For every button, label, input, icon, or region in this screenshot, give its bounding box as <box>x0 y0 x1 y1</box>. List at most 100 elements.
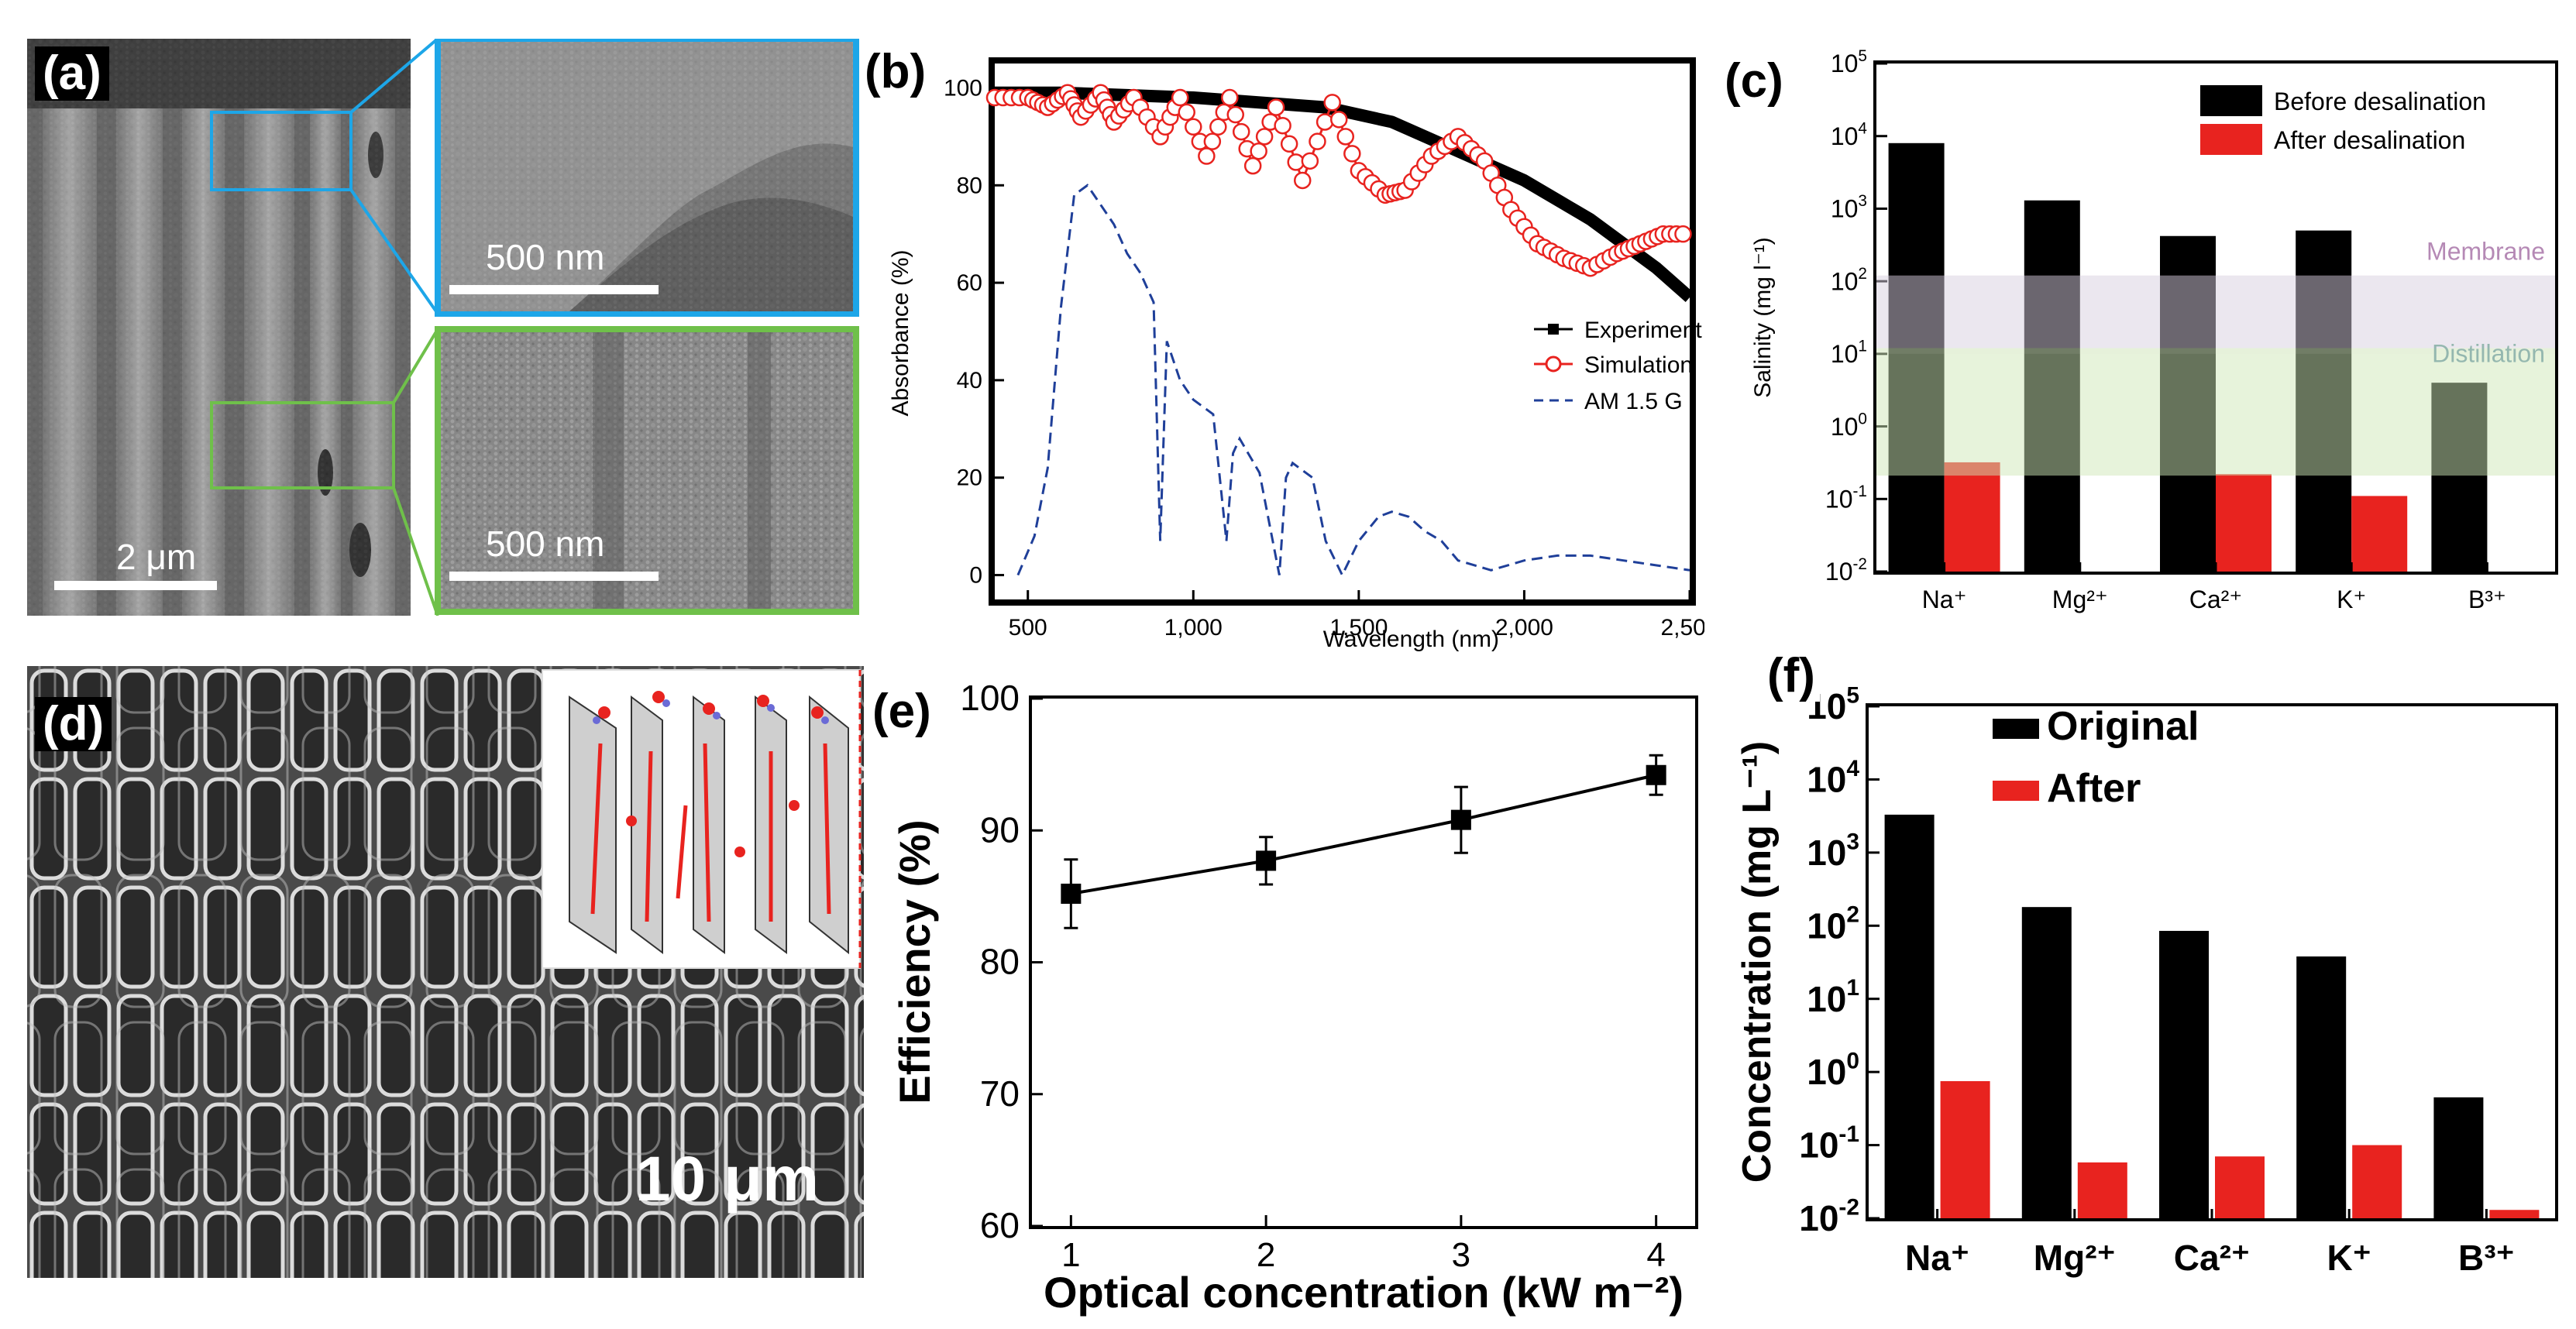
chart-b-ytick-label: 0 <box>969 563 982 589</box>
series-am15g <box>1016 184 1690 578</box>
chart-f-bar-series2 <box>1940 1080 1990 1218</box>
chart-b-ytick-label: 100 <box>944 75 982 101</box>
scale-bar-inset2 <box>449 572 659 581</box>
chart-e-ytick-label: 80 <box>980 942 1020 982</box>
band-distillation-label: Distillation <box>2432 339 2545 367</box>
inset-graphene-sheets <box>569 695 849 955</box>
band-membrane <box>1876 275 2555 354</box>
chart-c-ytick-label: 104 <box>1831 120 1867 150</box>
simulation-point <box>1267 98 1285 116</box>
chart-e-ytick-label: 60 <box>980 1205 1020 1245</box>
chart-f-ylabel: Concentration (mg L⁻¹) <box>1735 741 1780 1183</box>
panel-b: Wavelength (nm) Absorbance (%) 500 1,000 1… <box>860 39 1719 658</box>
chart-c-ytick-exp: 2 <box>1858 265 1867 283</box>
panel-a-graphic: 2 μm 500 nm 500 nm <box>27 36 859 616</box>
chart-c-ytick-exp: 5 <box>1858 47 1867 65</box>
simulation-point <box>1250 142 1267 160</box>
chart-f-ytick-exp: 3 <box>1846 829 1859 854</box>
chart-f-bar-series2 <box>2489 1210 2540 1218</box>
chart-c-category-label: Mg²⁺ <box>2052 586 2108 613</box>
chart-c-ytick-exp: -1 <box>1853 482 1868 500</box>
legend-after-f-swatch <box>1993 781 2039 801</box>
chart-f-ytick-label: 104 <box>1807 756 1859 800</box>
chart-b-ylabel: Absorbance (%) <box>888 249 913 416</box>
chart-f-ytick-base: 10 <box>1807 979 1846 1019</box>
chart-f-ytick-label: 10-1 <box>1799 1121 1859 1166</box>
efficiency-point <box>1061 883 1082 904</box>
chart-f-ytick-label: 102 <box>1807 902 1859 946</box>
chart-f-category-label: K⁺ <box>2327 1238 2371 1278</box>
chart-f-ytick-exp: 4 <box>1846 756 1859 781</box>
chart-f-ytick-label: 10-2 <box>1799 1194 1859 1238</box>
chart-b-ytick-label: 80 <box>957 173 982 198</box>
chart-f-ytick-exp: 0 <box>1846 1049 1859 1074</box>
chart-c-ytick-base: 10 <box>1831 122 1859 150</box>
simulation-point <box>1323 94 1341 112</box>
simulation-point <box>1221 88 1239 107</box>
simulation-point <box>1343 145 1361 163</box>
simulation-point <box>1674 225 1692 243</box>
chart-f-ytick-exp: 5 <box>1846 682 1859 708</box>
scale-label-inset2: 500 nm <box>486 524 604 564</box>
panel-f-label: (f) <box>1763 651 1820 702</box>
chart-c-bar-series1 <box>2024 200 2080 572</box>
panel-a: 2 μm 500 nm 500 nm (a) <box>27 36 860 616</box>
panel-d: 10 μm (d) <box>27 666 864 1278</box>
chart-c-ytick-base: 10 <box>1825 485 1853 513</box>
panel-e-label: (e) <box>868 686 936 737</box>
simulation-point <box>1171 88 1189 107</box>
inset-molecules <box>598 691 824 857</box>
chart-b-svg: Wavelength (nm) Absorbance (%) 500 1,000 1… <box>888 57 1719 652</box>
chart-c-ytick-label: 101 <box>1831 338 1867 368</box>
chart-c-ytick-exp: 3 <box>1858 192 1867 210</box>
simulation-point <box>1309 132 1326 150</box>
chart-f-ytick-exp: 1 <box>1846 975 1859 1001</box>
chart-c-ytick-exp: 4 <box>1858 120 1867 138</box>
legend-simulation: Simulation <box>1584 352 1693 378</box>
legend-original: Original <box>2047 704 2199 749</box>
chart-e-xtick-label: 1 <box>1061 1236 1080 1274</box>
efficiency-point <box>1450 809 1471 830</box>
chart-b-xtick-label: 500 <box>1009 615 1047 640</box>
panel-d-graphic: 10 μm <box>27 666 864 1278</box>
simulation-point <box>1336 128 1355 146</box>
chart-f-bar-series2 <box>2352 1145 2402 1218</box>
chart-c-category-label: Na⁺ <box>1922 586 1967 613</box>
chart-e-xtick-label: 2 <box>1257 1236 1275 1274</box>
chart-c-ytick-base: 10 <box>1831 413 1859 441</box>
chart-b-frame <box>989 57 1696 606</box>
legend-am15g: AM 1.5 G <box>1584 389 1683 414</box>
chart-f-ytick-label: 100 <box>1807 1049 1859 1093</box>
chart-e-frame <box>1029 695 1698 1229</box>
chart-b-legend: Experiment Simulation AM 1.5 G <box>1534 318 1702 414</box>
chart-c-ytick-base: 10 <box>1831 50 1859 77</box>
zoom-box-top <box>210 111 353 191</box>
chart-f-ytick-label: 101 <box>1807 975 1859 1019</box>
chart-f-category-label: Mg²⁺ <box>2034 1238 2116 1278</box>
legend-original-swatch <box>1993 719 2039 739</box>
panel-b-label: (b) <box>860 46 931 98</box>
chart-c-bar-series2 <box>2216 474 2272 572</box>
scale-label-d: 10 μm <box>635 1144 819 1214</box>
panel-c-label: (c) <box>1720 56 1788 107</box>
chart-c-ytick-label: 10-1 <box>1825 482 1867 513</box>
chart-b-xlabel: Wavelength (nm) <box>1323 627 1499 652</box>
scale-bar-inset1 <box>449 285 659 294</box>
chart-c-category-label: Ca²⁺ <box>2189 586 2242 613</box>
scale-label-inset1: 500 nm <box>486 237 604 277</box>
chart-f-bar-series1 <box>2433 1097 2484 1218</box>
chart-b-ytick-label: 20 <box>957 465 982 491</box>
simulation-point <box>1226 105 1244 124</box>
chart-f-ytick-base: 10 <box>1807 1052 1846 1092</box>
band-distillation <box>1876 348 2555 476</box>
simulation-point <box>1329 111 1348 129</box>
chart-c-ytick-exp: -2 <box>1853 555 1868 573</box>
chart-e-ytick-label: 70 <box>980 1073 1020 1114</box>
chart-b-ytick-label: 60 <box>957 270 982 296</box>
chart-f-bar-series2 <box>2215 1156 2265 1218</box>
chart-c-bar-series2 <box>2351 496 2408 572</box>
legend-before: Before desalination <box>2274 88 2486 115</box>
chart-c-legend: Before desalination After desalination <box>2200 85 2486 155</box>
